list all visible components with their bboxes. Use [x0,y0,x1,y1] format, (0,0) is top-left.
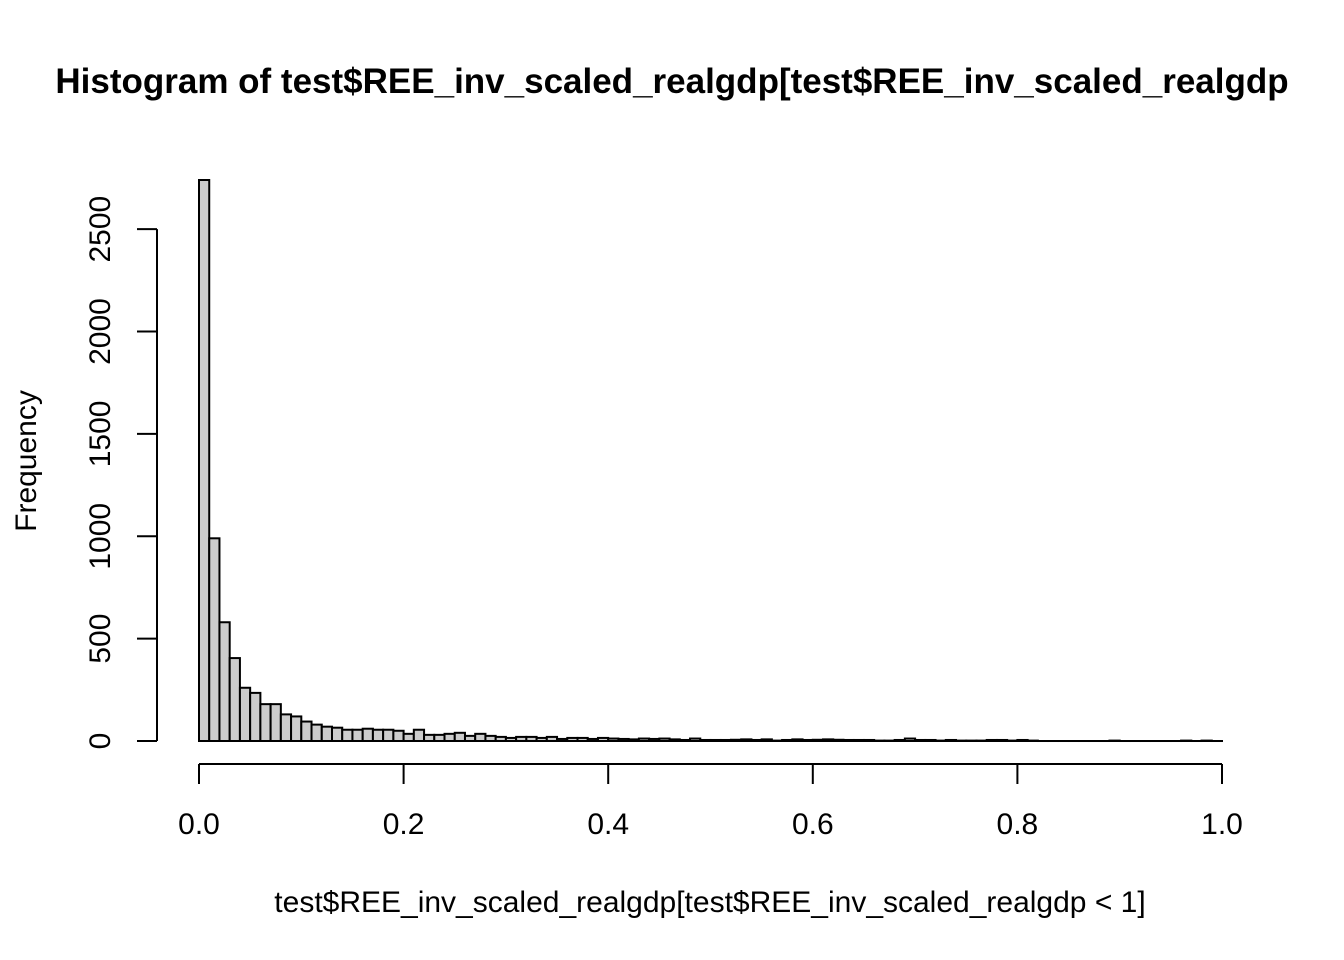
histogram-bar [515,735,528,742]
histogram-bar [852,738,865,742]
histogram-bar [862,738,876,742]
histogram-bar [668,738,681,743]
histogram-bar [433,733,446,743]
histogram-bar [545,735,559,742]
histogram-bar [330,726,344,742]
histogram-bar [658,737,671,743]
y-axis-label: Frequency [10,390,43,532]
histogram-bar [556,737,569,743]
x-tick-label: 0.4 [587,808,629,841]
histogram-bar [474,732,487,742]
histogram-bar [791,738,804,743]
histogram-bar [484,734,497,743]
x-tick-label: 0.6 [792,808,834,841]
histogram-bar [985,738,998,742]
histogram-bar [607,737,620,743]
histogram-bar [218,621,231,742]
histogram-bar [689,737,702,743]
x-tick-label: 1.0 [1201,808,1243,841]
histogram-bar [893,738,906,742]
histogram-bar [402,732,415,742]
histogram-bar [412,728,426,743]
histogram-bar [371,728,385,743]
histogram-bar [678,738,692,742]
histogram-bars [198,179,1224,743]
histogram-bar [1016,738,1029,742]
histogram-bar [341,728,354,743]
y-tick-label: 0 [84,733,117,750]
histogram-bar [198,179,211,742]
histogram-bar [719,738,732,742]
histogram-bar [423,733,436,743]
histogram-bar [637,737,651,743]
histogram-bar [279,713,293,743]
histogram-bar [995,738,1009,742]
histogram-bar [842,738,855,742]
histogram-bar [648,737,661,743]
histogram-bar [535,736,548,743]
histogram-bar [781,738,794,742]
histogram-bar [729,738,743,743]
histogram-bar [310,723,323,742]
histogram-bar [320,725,333,743]
x-tick-label: 0.0 [178,808,220,841]
histogram-bar [463,734,477,743]
histogram-bar [576,736,589,743]
histogram-bar [351,728,364,743]
histogram-bar [249,691,262,742]
histogram-bar [494,735,507,742]
histogram-bar [740,738,753,743]
x-tick-label: 0.2 [383,808,425,841]
histogram-bar [392,729,405,742]
histogram-bar [811,738,825,743]
histogram-bar [832,738,845,743]
chart-title: Histogram of test$REE_inv_scaled_realgdp… [55,62,1288,101]
histogram-bar [361,727,374,743]
histogram-bar [801,738,814,742]
histogram-bar [443,732,456,742]
y-axis: 0 500 1000 1500 2000 2500 [84,196,158,750]
histogram-bar [290,715,303,743]
histogram-bar [238,686,252,742]
histogram-bar [586,737,599,743]
histogram-bar [627,738,640,743]
histogram-bar [259,703,272,743]
histogram-bar [382,728,395,743]
histogram-bar [228,657,241,743]
histogram-bar [750,738,763,742]
histogram-bar [903,737,917,743]
y-tick-label: 1000 [84,503,117,570]
histogram-bar [566,736,579,743]
histogram-bar [760,738,773,743]
x-axis: 0.0 0.2 0.4 0.6 0.8 1.0 [178,763,1243,841]
histogram-bar [300,720,313,742]
histogram-bar [699,738,712,742]
histogram-bar [269,703,282,743]
histogram-bar [924,738,937,742]
histogram-bar [453,731,466,743]
histogram-bar [596,736,610,743]
histogram-bar [504,736,518,743]
y-tick-label: 2000 [84,298,117,365]
histogram-bar [208,537,221,742]
x-axis-label: test$REE_inv_scaled_realgdp[test$REE_inv… [274,886,1145,919]
x-tick-label: 0.8 [997,808,1039,841]
y-tick-label: 500 [84,614,117,664]
histogram-bar [617,737,630,743]
histogram-bar [709,738,722,742]
histogram-bar [525,735,538,742]
histogram-bar [914,738,927,742]
histogram-bar [944,738,958,742]
y-tick-label: 1500 [84,401,117,468]
y-tick-label: 2500 [84,196,117,263]
histogram-bar [822,738,835,743]
